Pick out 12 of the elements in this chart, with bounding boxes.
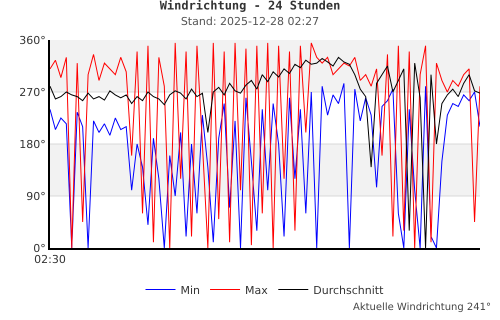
chart-title: Windrichtung - 24 Stunden	[160, 0, 340, 13]
y-tick-label: 270°	[19, 86, 46, 99]
y-tick-label: 180°	[19, 138, 46, 151]
legend-label: Max	[245, 284, 268, 297]
legend-label: Durchschnitt	[313, 284, 384, 297]
legend-label: Min	[180, 284, 200, 297]
y-tick-label: 90°	[26, 190, 46, 203]
y-tick-label: 360°	[19, 34, 46, 47]
text: Aktuelle Windrichtung 241°	[353, 302, 491, 313]
x-tick-label: 02:30	[34, 253, 66, 266]
chart-subtitle: Stand: 2025-12-28 02:27	[180, 15, 320, 28]
y-tick-label: 0°	[33, 242, 46, 255]
